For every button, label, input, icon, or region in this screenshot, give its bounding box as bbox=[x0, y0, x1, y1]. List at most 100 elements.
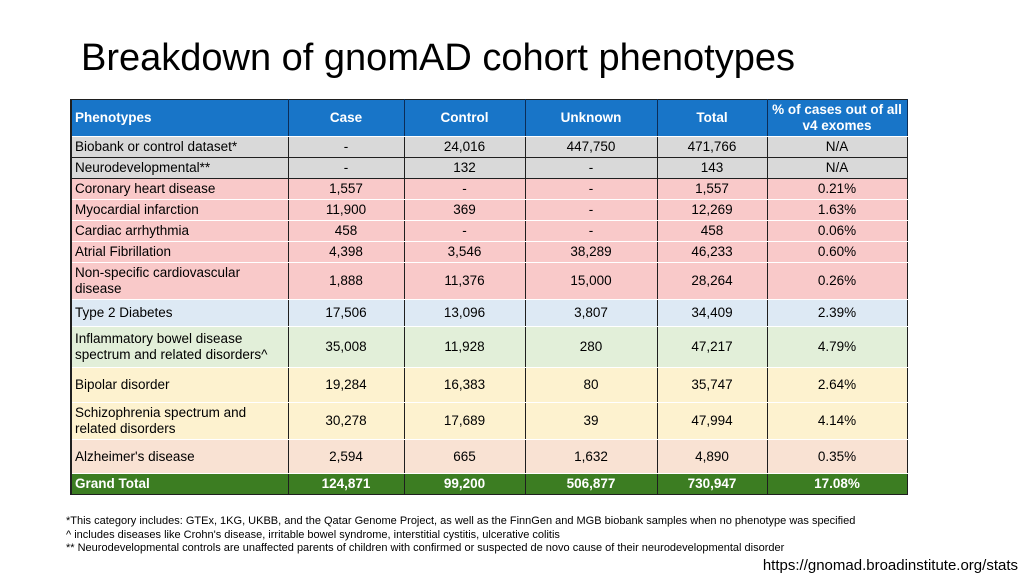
table-row: Non-specific cardiovascular disease 1,888… bbox=[70, 262, 908, 300]
cell-percent: 4.14% bbox=[766, 402, 908, 440]
cell-case: 11,900 bbox=[287, 199, 405, 221]
cell-unknown: 39 bbox=[524, 402, 658, 440]
table-row: Biobank or control dataset* -24,016 447,75… bbox=[70, 136, 908, 158]
cell-phenotype: Grand Total bbox=[70, 473, 289, 495]
cell-case: 17,506 bbox=[287, 299, 405, 327]
cell-total: 35,747 bbox=[656, 367, 768, 403]
cell-total: 4,890 bbox=[656, 439, 768, 474]
cell-control: 11,376 bbox=[403, 262, 526, 300]
cell-percent: N/A bbox=[766, 157, 908, 179]
table-body: Biobank or control dataset* -24,016 447,75… bbox=[70, 136, 908, 495]
cell-control: - bbox=[403, 178, 526, 200]
cell-percent: N/A bbox=[766, 136, 908, 158]
cell-unknown: 3,807 bbox=[524, 299, 658, 327]
cell-total: 47,994 bbox=[656, 402, 768, 440]
cell-percent: 0.06% bbox=[766, 220, 908, 242]
cell-total: 1,557 bbox=[656, 178, 768, 200]
cell-total: 47,217 bbox=[656, 326, 768, 368]
cell-phenotype: Biobank or control dataset* bbox=[70, 136, 289, 158]
phenotype-table: Phenotypes Case Control Unknown Total % … bbox=[70, 99, 908, 495]
cell-unknown: 447,750 bbox=[524, 136, 658, 158]
cell-percent: 0.60% bbox=[766, 241, 908, 263]
cell-control: 24,016 bbox=[403, 136, 526, 158]
cell-case: 30,278 bbox=[287, 402, 405, 440]
cell-case: 124,871 bbox=[287, 473, 405, 495]
slide-title: Breakdown of gnomAD cohort phenotypes bbox=[81, 37, 795, 79]
grand-total-row: Grand Total 124,871 99,200 506,877 730,947 17… bbox=[70, 473, 908, 495]
cell-control: 3,546 bbox=[403, 241, 526, 263]
cell-unknown: - bbox=[524, 199, 658, 221]
cell-case: 19,284 bbox=[287, 367, 405, 403]
table-row: Atrial Fibrillation 4,398 3,546 38,289 46,23… bbox=[70, 241, 908, 263]
cell-total: 730,947 bbox=[656, 473, 768, 495]
cell-unknown: - bbox=[524, 157, 658, 179]
cell-control: 99,200 bbox=[403, 473, 526, 495]
cell-phenotype: Myocardial infarction bbox=[70, 199, 289, 221]
cell-total: 458 bbox=[656, 220, 768, 242]
cell-unknown: 38,289 bbox=[524, 241, 658, 263]
cell-unknown: 15,000 bbox=[524, 262, 658, 300]
table-row: Bipolar disorder 19,284 16,383 80 35,747 2.64… bbox=[70, 367, 908, 403]
cell-percent: 0.35% bbox=[766, 439, 908, 474]
table-row: Neurodevelopmental** -132-143 N/A bbox=[70, 157, 908, 179]
cell-case: - bbox=[287, 136, 405, 158]
cell-control: 16,383 bbox=[403, 367, 526, 403]
column-header-case: Case bbox=[287, 99, 405, 137]
cell-case: 2,594 bbox=[287, 439, 405, 474]
cell-total: 46,233 bbox=[656, 241, 768, 263]
cell-total: 12,269 bbox=[656, 199, 768, 221]
cell-percent: 4.79% bbox=[766, 326, 908, 368]
cell-control: 665 bbox=[403, 439, 526, 474]
column-header-phenotypes: Phenotypes bbox=[70, 99, 289, 137]
footnote-ibd: ^ includes diseases like Crohn's disease… bbox=[66, 528, 560, 541]
cell-case: - bbox=[287, 157, 405, 179]
source-url: https://gnomad.broadinstitute.org/stats bbox=[762, 557, 1018, 574]
cell-total: 28,264 bbox=[656, 262, 768, 300]
table-header-row: Phenotypes Case Control Unknown Total % … bbox=[70, 99, 908, 137]
cell-phenotype: Type 2 Diabetes bbox=[70, 299, 289, 327]
column-header-control: Control bbox=[403, 99, 526, 137]
column-header-unknown: Unknown bbox=[524, 99, 658, 137]
cell-percent: 2.64% bbox=[766, 367, 908, 403]
cell-unknown: 1,632 bbox=[524, 439, 658, 474]
cell-control: 11,928 bbox=[403, 326, 526, 368]
column-header-percent-cases: % of cases out of all v4 exomes bbox=[766, 99, 908, 137]
cell-control: 17,689 bbox=[403, 402, 526, 440]
cell-case: 1,557 bbox=[287, 178, 405, 200]
footnote-biobank: *This category includes: GTEx, 1KG, UKBB… bbox=[66, 515, 856, 527]
table-row: Cardiac arrhythmia 458- -458 0.06% bbox=[70, 220, 908, 242]
cell-percent: 17.08% bbox=[766, 473, 908, 495]
table-row: Inflammatory bowel disease spectrum and … bbox=[70, 326, 908, 368]
cell-unknown: 80 bbox=[524, 367, 658, 403]
cell-control: 369 bbox=[403, 199, 526, 221]
table-row: Myocardial infarction 11,900 369-12,269 1.6… bbox=[70, 199, 908, 221]
cell-unknown: 280 bbox=[524, 326, 658, 368]
cell-control: 13,096 bbox=[403, 299, 526, 327]
cell-phenotype: Atrial Fibrillation bbox=[70, 241, 289, 263]
cell-phenotype: Alzheimer's disease bbox=[70, 439, 289, 474]
cell-percent: 0.21% bbox=[766, 178, 908, 200]
table-row: Alzheimer's disease 2,594 665 1,632 4,890 0.3… bbox=[70, 439, 908, 474]
footnote-neurodevelopmental: ** Neurodevelopmental controls are unaff… bbox=[66, 542, 785, 554]
cell-total: 471,766 bbox=[656, 136, 768, 158]
cell-phenotype: Inflammatory bowel disease spectrum and … bbox=[70, 326, 289, 368]
cell-unknown: 506,877 bbox=[524, 473, 658, 495]
cell-case: 1,888 bbox=[287, 262, 405, 300]
cell-percent: 0.26% bbox=[766, 262, 908, 300]
table-row: Type 2 Diabetes 17,506 13,096 3,807 34,409 2.… bbox=[70, 299, 908, 327]
cell-unknown: - bbox=[524, 178, 658, 200]
cell-case: 35,008 bbox=[287, 326, 405, 368]
cell-control: - bbox=[403, 220, 526, 242]
cell-phenotype: Neurodevelopmental** bbox=[70, 157, 289, 179]
cell-total: 143 bbox=[656, 157, 768, 179]
cell-percent: 2.39% bbox=[766, 299, 908, 327]
cell-total: 34,409 bbox=[656, 299, 768, 327]
cell-percent: 1.63% bbox=[766, 199, 908, 221]
cell-case: 4,398 bbox=[287, 241, 405, 263]
cell-unknown: - bbox=[524, 220, 658, 242]
column-header-total: Total bbox=[656, 99, 768, 137]
footnotes: *This category includes: GTEx, 1KG, UKBB… bbox=[66, 515, 855, 556]
table-row: Coronary heart disease 1,557- -1,557 0.21% bbox=[70, 178, 908, 200]
cell-control: 132 bbox=[403, 157, 526, 179]
cell-case: 458 bbox=[287, 220, 405, 242]
